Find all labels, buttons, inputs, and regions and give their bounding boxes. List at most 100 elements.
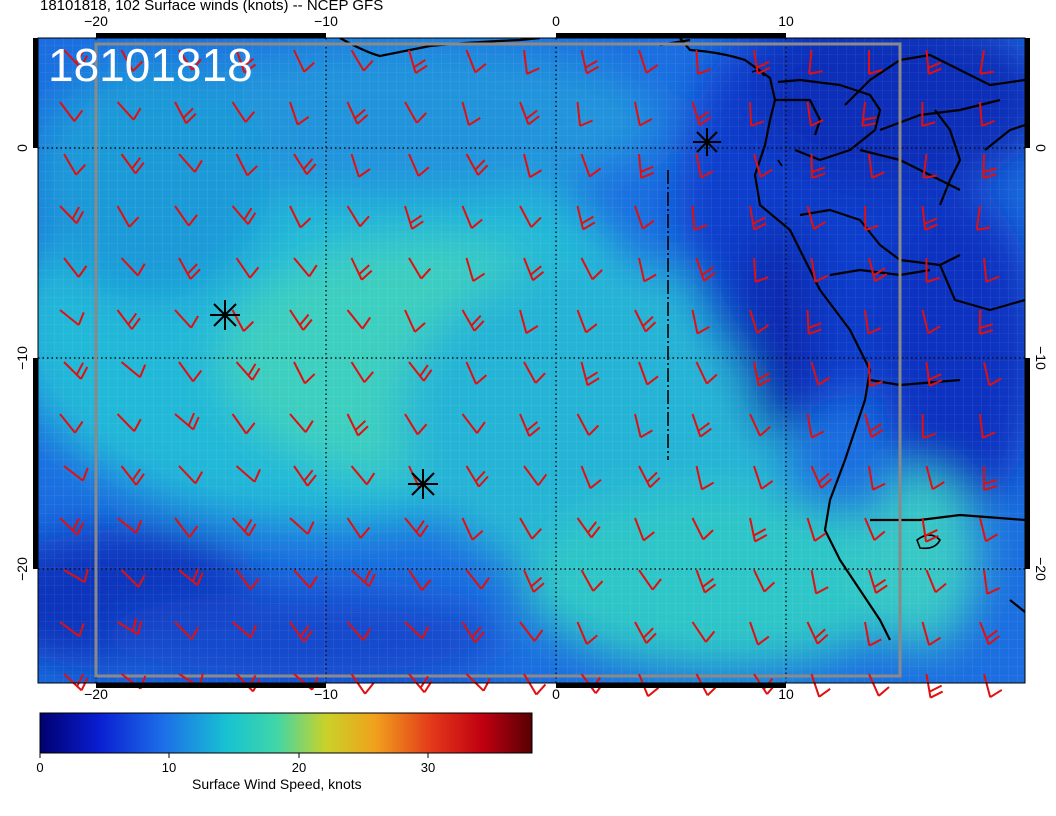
wind-barb (293, 257, 318, 278)
wind-barb (921, 517, 939, 543)
star-marker (693, 128, 721, 156)
wind-barb (235, 49, 257, 74)
wind-barb (174, 309, 199, 329)
colorbar-label: Surface Wind Speed, knots (192, 776, 362, 792)
wind-barb (921, 309, 941, 335)
wind-barb (235, 465, 262, 483)
wind-barb (523, 257, 545, 282)
wind-barb (810, 465, 833, 489)
wind-barb (868, 50, 883, 75)
wind-barb (749, 621, 770, 646)
wind-barb (408, 49, 428, 74)
wind-barb (691, 517, 714, 541)
wind-barb (576, 517, 601, 539)
colorbar-tick-label: 30 (420, 760, 436, 775)
wind-barb (695, 257, 716, 282)
wind-barb (979, 621, 1001, 646)
wind-barb (638, 49, 659, 74)
wind-barb (293, 49, 315, 73)
wind-barb (695, 153, 714, 179)
wind-barb (691, 205, 708, 231)
wind-barb (346, 413, 369, 437)
wind-barb (519, 205, 542, 228)
tick-label: 10 (778, 13, 794, 29)
wind-barb (749, 205, 767, 231)
wind-barb (868, 569, 888, 594)
wind-barb (810, 153, 826, 179)
wind-barb (921, 205, 939, 231)
wind-barb (925, 569, 947, 594)
wind-barb (174, 412, 200, 431)
wind-barb (983, 465, 998, 491)
wind-barb (519, 101, 540, 126)
wind-barb (63, 465, 89, 482)
wind-barb (461, 517, 484, 541)
wind-barb (59, 101, 84, 122)
wind-barb (120, 465, 145, 486)
wind-barb (979, 49, 994, 75)
wind-barb (634, 205, 655, 230)
wind-barb (576, 621, 598, 645)
wind-barb (408, 257, 432, 280)
colorbar (39, 712, 533, 754)
markers (210, 128, 721, 499)
wind-barb (691, 101, 712, 126)
wind-barb (350, 49, 374, 72)
date-stamp: 18101818 (48, 39, 253, 91)
tick-label: −20 (14, 557, 30, 581)
wind-barb (983, 361, 1002, 387)
axis-bottom-labels: −20 −10 0 10 (84, 686, 794, 702)
wind-barb (979, 101, 995, 127)
wind-barb (235, 257, 260, 279)
wind-barb (580, 569, 604, 592)
wind-barb (864, 205, 879, 231)
wind-barb (404, 517, 429, 538)
wind-barb (120, 361, 147, 379)
wind-barb (634, 101, 653, 127)
wind-barb (580, 153, 602, 178)
wind-barb (861, 101, 877, 127)
wind-barb (868, 465, 886, 491)
wind-barb (465, 569, 490, 590)
wind-barb (178, 153, 203, 173)
wind-barb (806, 621, 829, 645)
colorbar-tick-label: 20 (291, 760, 307, 775)
wind-barb (925, 673, 944, 699)
wind-barb (749, 517, 768, 543)
wind-barb (178, 465, 204, 485)
wind-barb (580, 257, 603, 281)
wind-barb (63, 673, 89, 692)
wind-barb (806, 205, 826, 230)
wind-barb (120, 569, 146, 588)
wind-barb (174, 621, 200, 640)
wind-barb (868, 153, 885, 179)
wind-barb (116, 309, 141, 330)
wind-barb (63, 568, 89, 583)
wind-barb (461, 309, 485, 332)
wind-barb (461, 205, 483, 229)
wind-barb (120, 153, 145, 175)
wind-barb (346, 101, 369, 125)
wind-barb (59, 309, 85, 326)
wind-barb (576, 101, 593, 127)
wind-barb (289, 517, 315, 535)
colorbar-ticks (39, 753, 429, 758)
wind-barb (350, 673, 375, 695)
wind-barb (868, 673, 890, 697)
wind-barb (523, 465, 548, 486)
tick-label: −20 (84, 686, 108, 702)
wind-barb (753, 465, 774, 490)
wind-barb (465, 673, 491, 692)
wind-barb (695, 569, 717, 594)
wind-barb (178, 257, 201, 280)
wind-barb (979, 517, 998, 543)
wind-barb (868, 361, 884, 387)
wind-barb (404, 621, 430, 640)
wind-barb (753, 49, 771, 75)
wind-barb (116, 205, 140, 228)
wind-barb (289, 309, 313, 331)
wind-barb (638, 361, 659, 386)
wind-barb (293, 569, 318, 589)
wind-barb (808, 49, 823, 75)
wind-barb (691, 413, 712, 438)
